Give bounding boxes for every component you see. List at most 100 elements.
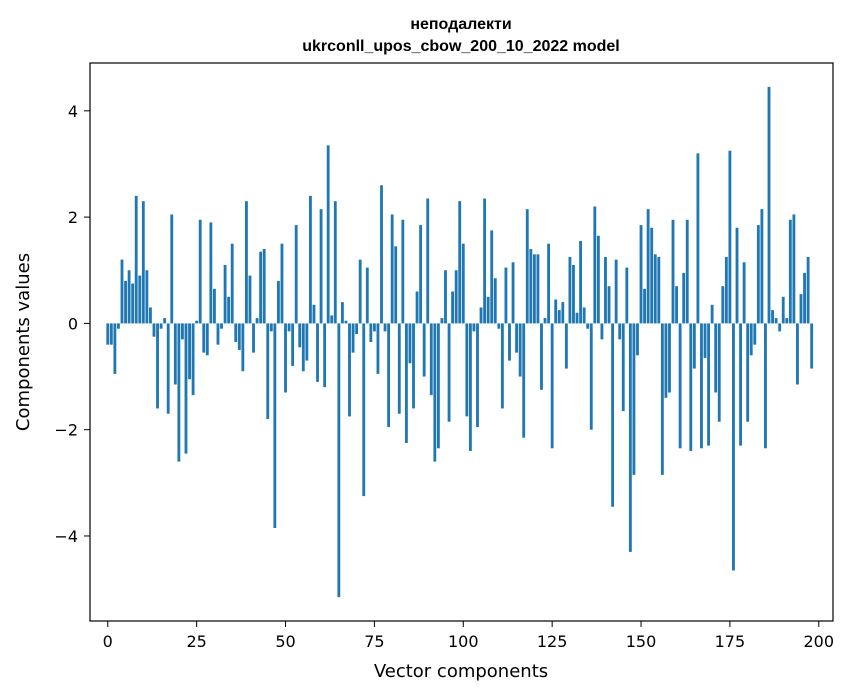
bar [536, 254, 540, 324]
bar [440, 318, 444, 324]
bar [166, 323, 170, 414]
bar [287, 323, 291, 332]
bar [351, 323, 355, 353]
bar [276, 280, 280, 324]
bar [266, 323, 270, 420]
x-tick-label: 50 [275, 632, 295, 651]
bar [333, 201, 337, 324]
bar [280, 243, 284, 324]
bar [707, 323, 710, 446]
bar [262, 249, 266, 324]
bar [579, 241, 583, 324]
bar [344, 320, 348, 324]
bar [479, 307, 483, 324]
bar [458, 201, 462, 324]
bar [607, 286, 611, 324]
x-tick-label: 75 [364, 632, 384, 651]
bar [216, 323, 220, 345]
bar [596, 235, 600, 324]
bar [444, 270, 447, 324]
bar [188, 323, 191, 380]
bar [259, 251, 263, 324]
bar [781, 296, 785, 324]
bar [362, 323, 366, 497]
bar [394, 246, 398, 324]
bar [124, 280, 127, 324]
bar [589, 323, 593, 430]
bar [369, 323, 373, 342]
y-tick-label: −4 [54, 527, 78, 546]
bar [177, 323, 181, 462]
bar [323, 323, 327, 388]
bar [109, 323, 113, 345]
bar [365, 267, 369, 324]
y-tick-label: −2 [54, 421, 78, 440]
bar [380, 185, 383, 324]
bar [810, 323, 814, 369]
bar [170, 214, 174, 324]
x-tick-label: 100 [448, 632, 479, 651]
bar [554, 299, 558, 324]
bar [436, 323, 440, 449]
bar [454, 270, 458, 324]
bar [778, 323, 782, 332]
x-tick-label: 25 [186, 632, 206, 651]
x-tick-label: 175 [715, 632, 746, 651]
bar [742, 262, 746, 324]
bar [561, 302, 565, 324]
bar [223, 264, 227, 324]
bar [774, 318, 778, 324]
chart-subtitle: ukrconll_upos_cbow_200_10_2022 model [302, 38, 619, 55]
bar [237, 323, 241, 350]
bar [294, 225, 298, 324]
bar [326, 145, 330, 324]
bar [668, 323, 671, 393]
bar [472, 323, 476, 332]
bar [746, 323, 750, 422]
x-tick-label: 150 [626, 632, 657, 651]
bar [273, 323, 277, 528]
bar [586, 323, 590, 329]
bar [696, 153, 700, 324]
bar [522, 323, 526, 438]
bar [451, 291, 455, 324]
bar [330, 315, 334, 324]
chart-title: неподалекти [410, 16, 511, 33]
bar [358, 259, 362, 324]
bar [248, 275, 252, 324]
bar [660, 323, 664, 475]
bar [572, 264, 575, 324]
bar [636, 323, 639, 356]
bar [643, 288, 646, 324]
y-axis-ticks: −4 −2 0 2 4 [54, 102, 90, 546]
bar [340, 302, 344, 324]
bar [291, 323, 295, 366]
bar [245, 201, 248, 324]
bar [227, 296, 231, 324]
bar [792, 214, 796, 324]
bar [404, 323, 408, 443]
bar [803, 272, 806, 324]
bar [611, 323, 615, 507]
bar [529, 249, 533, 324]
bar [241, 323, 245, 372]
bar [767, 86, 771, 324]
bar [426, 198, 430, 324]
bar [618, 323, 622, 340]
bar [785, 318, 789, 324]
bar [525, 209, 529, 324]
bar [220, 323, 223, 329]
bar [468, 323, 472, 451]
bar [195, 320, 199, 324]
bar [600, 323, 604, 340]
bar [127, 270, 131, 324]
bar [625, 267, 629, 324]
bar [301, 323, 305, 372]
bar [490, 230, 494, 324]
bar [412, 323, 415, 409]
bar [106, 323, 110, 345]
bar [465, 323, 469, 417]
bar [372, 323, 376, 332]
bar [653, 254, 657, 324]
